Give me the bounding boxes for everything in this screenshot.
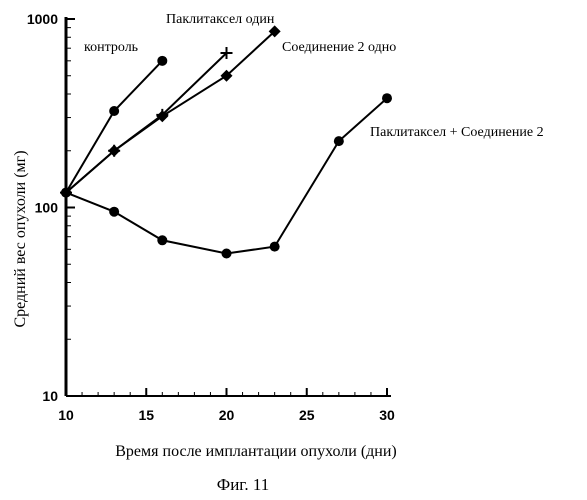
data-point	[382, 93, 392, 103]
data-point	[270, 242, 280, 252]
y-tick-label: 10	[42, 388, 58, 404]
series-label-combination: Паклитаксел + Соединение 2	[370, 125, 544, 140]
x-tick-label: 25	[299, 407, 315, 423]
series-line-2	[66, 31, 275, 192]
x-tick-label: 20	[219, 407, 235, 423]
data-point	[334, 136, 344, 146]
x-tick-label: 10	[58, 407, 74, 423]
series-group	[60, 25, 392, 258]
series-label-control: контроль	[84, 40, 138, 55]
x-axis-title: Время после имплантации опухоли (дни)	[115, 443, 397, 460]
axes: 10 100 1000 10 15 20 25 30	[27, 11, 395, 423]
x-tick-label: 30	[379, 407, 395, 423]
x-tick-label: 15	[138, 407, 154, 423]
data-point	[109, 207, 119, 217]
series-label-compound2-alone: Соединение 2 одно	[282, 40, 396, 55]
series-label-paclitaxel-alone: Паклитаксел один	[166, 12, 275, 27]
data-point	[157, 56, 167, 66]
y-tick-label: 1000	[27, 11, 58, 27]
data-point	[157, 235, 167, 245]
series-line-3	[66, 98, 387, 253]
y-tick-label: 100	[35, 200, 59, 216]
data-point	[109, 106, 119, 116]
y-axis-title: Средний вес опухоли (мг)	[12, 150, 29, 327]
data-point	[61, 188, 71, 198]
data-point	[222, 249, 232, 259]
figure-caption: Фиг. 11	[217, 475, 269, 494]
